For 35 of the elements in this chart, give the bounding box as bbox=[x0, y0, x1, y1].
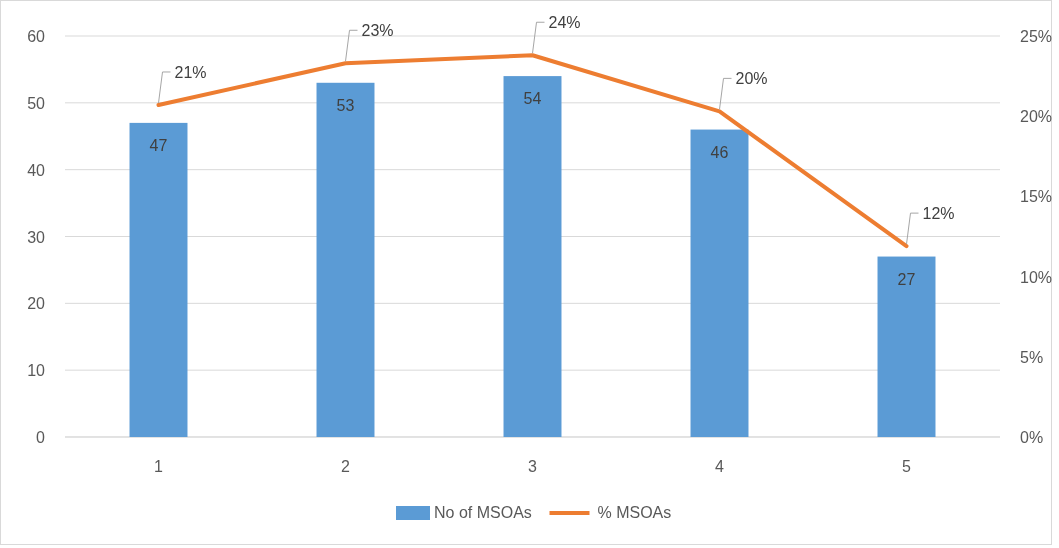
legend-label: No of MSOAs bbox=[434, 504, 532, 521]
data-label: 47 bbox=[149, 136, 168, 154]
y2-tick-label: 0% bbox=[1020, 429, 1044, 446]
bar bbox=[877, 256, 936, 437]
bar bbox=[503, 76, 562, 437]
data-label: 21% bbox=[174, 63, 207, 81]
x-tick-label: 1 bbox=[154, 458, 164, 475]
bar bbox=[690, 129, 749, 437]
data-label: 46 bbox=[710, 143, 729, 161]
y2-tick-label: 15% bbox=[1020, 188, 1053, 206]
y2-tick-label: 5% bbox=[1020, 348, 1044, 366]
y2-tick-label: 20% bbox=[1020, 108, 1053, 126]
y-tick-label: 40 bbox=[27, 161, 46, 179]
data-label: 53 bbox=[336, 96, 355, 114]
y-tick-label: 50 bbox=[27, 94, 46, 112]
bar bbox=[316, 82, 375, 437]
x-tick-label: 4 bbox=[715, 458, 725, 475]
y2-tick-label: 25% bbox=[1020, 28, 1053, 45]
data-label: 23% bbox=[361, 22, 394, 40]
y-tick-label: 30 bbox=[27, 228, 46, 246]
data-label: 12% bbox=[922, 205, 955, 223]
data-label: 27 bbox=[897, 270, 916, 288]
data-label: 54 bbox=[523, 90, 542, 108]
x-tick-label: 2 bbox=[341, 458, 351, 475]
y-tick-label: 60 bbox=[27, 28, 46, 45]
data-label: 24% bbox=[548, 14, 581, 32]
data-label: 20% bbox=[735, 70, 768, 88]
bar bbox=[129, 122, 188, 437]
y2-tick-label: 10% bbox=[1020, 268, 1053, 286]
y-tick-label: 20 bbox=[27, 295, 46, 313]
x-tick-label: 3 bbox=[528, 458, 538, 475]
y-tick-label: 10 bbox=[27, 362, 46, 380]
legend-label: % MSOAs bbox=[597, 504, 672, 521]
x-tick-label: 5 bbox=[902, 458, 912, 475]
y-tick-label: 0 bbox=[36, 429, 46, 446]
